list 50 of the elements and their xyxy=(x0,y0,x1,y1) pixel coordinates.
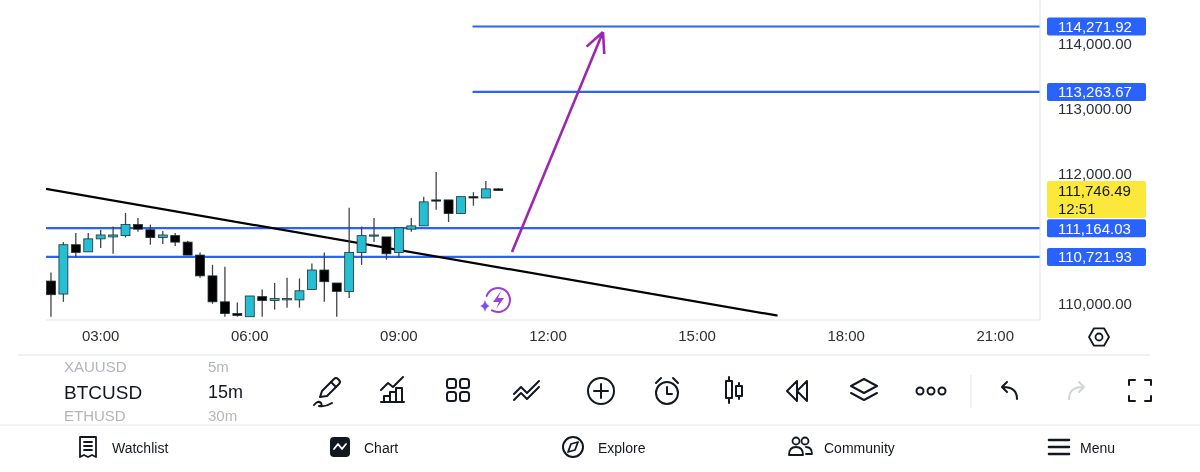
candlestick xyxy=(83,232,94,253)
candlestick xyxy=(307,262,317,291)
candlestick xyxy=(244,295,255,318)
candlestick xyxy=(195,251,205,279)
y-tick-label: 113,000.00 xyxy=(1058,100,1132,118)
y-tick-label: 114,000.00 xyxy=(1058,35,1132,53)
text: 111,746.49 xyxy=(1058,181,1131,199)
ref-line-label: 110,721.93 xyxy=(1058,248,1132,266)
data-label: 113,263.67 xyxy=(1058,83,1132,101)
candlestick xyxy=(443,199,454,223)
x-tick-label: 18:00 xyxy=(827,326,865,344)
x-tick-label: 15:00 xyxy=(678,326,716,344)
candlestick xyxy=(319,251,330,303)
text: Menu xyxy=(1080,440,1116,456)
candlestick xyxy=(331,282,342,318)
text: Explore xyxy=(598,440,646,456)
ref-line-label: 111,164.03 xyxy=(1058,219,1131,237)
candlestick xyxy=(46,271,56,318)
text: Chart xyxy=(364,440,399,456)
candlestick xyxy=(220,266,230,318)
text: BTCUSD xyxy=(64,381,143,403)
candlestick xyxy=(356,225,367,266)
candlestick xyxy=(120,212,131,239)
x-tick-label: 21:00 xyxy=(976,326,1015,344)
candlestick xyxy=(108,225,118,255)
x-tick-label: 03:00 xyxy=(81,326,120,344)
candlestick xyxy=(145,223,156,246)
y-tick-label: 112,000.00 xyxy=(1058,165,1132,183)
text: Watchlist xyxy=(112,440,169,456)
candlestick xyxy=(369,217,379,243)
x-tick-label: 12:00 xyxy=(529,326,567,344)
candlestick xyxy=(381,236,392,261)
x-tick-label: 06:00 xyxy=(231,326,269,344)
candlestick xyxy=(294,277,305,309)
x-tick-label: 09:00 xyxy=(380,326,418,344)
text: ETHUSD xyxy=(64,406,126,424)
text: XAUUSD xyxy=(64,357,127,375)
text: Community xyxy=(824,440,895,456)
candlestick xyxy=(95,229,106,249)
data-label: 114,271.92 xyxy=(1058,17,1132,35)
y-tick-label: 110,000.00 xyxy=(1058,295,1132,313)
candlestick xyxy=(282,277,292,309)
text: 5m xyxy=(208,357,229,375)
candlestick xyxy=(269,282,280,311)
candlestick xyxy=(70,232,81,259)
candlestick xyxy=(431,171,442,211)
text: 12:51 xyxy=(1058,199,1096,217)
candlestick xyxy=(257,288,268,318)
text: 30m xyxy=(208,406,238,424)
text: 15m xyxy=(208,382,244,402)
